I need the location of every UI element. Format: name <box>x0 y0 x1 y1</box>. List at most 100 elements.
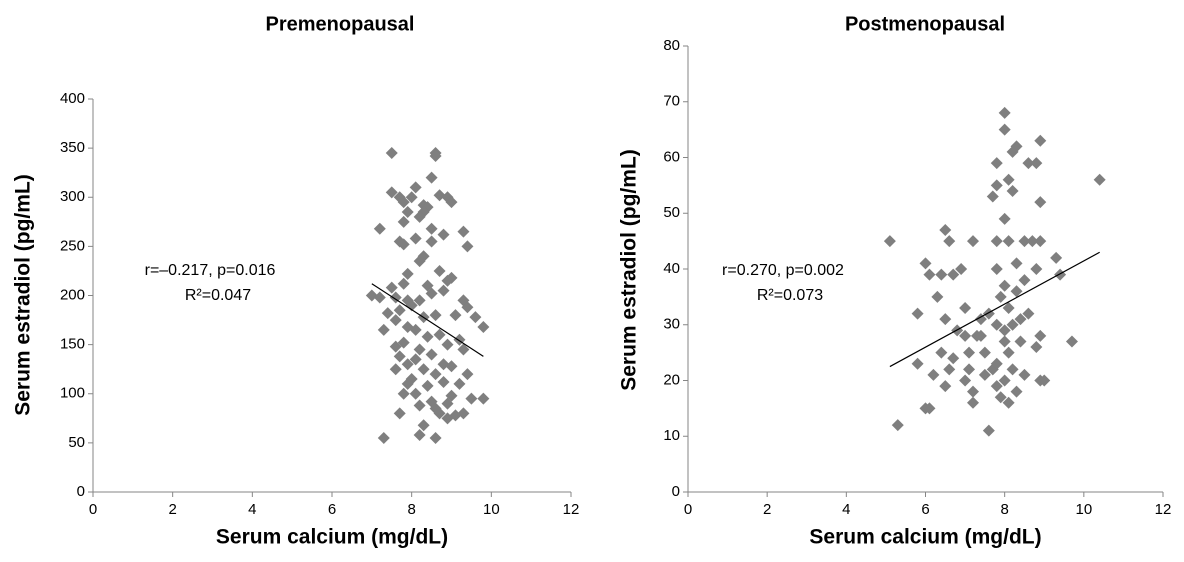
x-tick-label: 6 <box>328 501 336 518</box>
point <box>469 311 482 324</box>
point <box>1010 385 1023 398</box>
annotation: R²=0.073 <box>757 287 823 304</box>
y-tick-label: 200 <box>60 286 85 303</box>
point <box>397 238 410 251</box>
y-tick-label: 400 <box>60 90 85 107</box>
point <box>1018 235 1031 248</box>
y-tick-label: 40 <box>663 260 680 277</box>
x-tick-label: 10 <box>1075 501 1092 518</box>
point <box>445 196 458 209</box>
point <box>967 235 979 248</box>
point <box>429 309 442 322</box>
point <box>477 320 490 333</box>
y-tick-label: 350 <box>60 139 85 156</box>
point <box>437 358 450 371</box>
point <box>457 407 470 420</box>
point <box>425 222 438 235</box>
point <box>381 307 394 320</box>
point <box>385 147 398 160</box>
point <box>421 379 434 392</box>
point <box>433 264 446 277</box>
point <box>963 363 976 376</box>
point <box>465 392 478 405</box>
point <box>959 329 972 342</box>
y-axis-label: Serum estradiol (pg/mL) <box>12 174 35 416</box>
point <box>1002 302 1015 315</box>
point <box>990 263 1003 275</box>
point <box>998 123 1011 136</box>
point <box>397 387 410 400</box>
x-tick-label: 4 <box>842 501 850 518</box>
point <box>990 235 1003 248</box>
annotation: R²=0.047 <box>185 287 251 304</box>
point <box>1034 134 1047 147</box>
point <box>425 348 438 361</box>
point <box>457 343 470 356</box>
point <box>449 309 462 322</box>
point <box>935 268 948 281</box>
point <box>998 212 1011 225</box>
x-tick-label: 12 <box>1155 501 1172 518</box>
point <box>441 412 454 425</box>
point <box>923 402 936 415</box>
point <box>409 387 422 400</box>
point <box>409 353 422 366</box>
point <box>911 357 924 370</box>
trendline <box>889 251 1100 368</box>
point <box>939 223 952 236</box>
y-tick-label: 30 <box>663 316 680 333</box>
chart-title: Postmenopausal <box>845 13 1005 35</box>
point <box>477 392 490 405</box>
point <box>935 346 948 359</box>
point <box>417 419 430 432</box>
point <box>998 279 1011 292</box>
point <box>433 189 446 202</box>
point <box>1006 184 1019 197</box>
point <box>401 377 414 390</box>
point <box>990 380 1003 393</box>
point <box>1014 335 1027 348</box>
point <box>1065 335 1078 348</box>
point <box>974 313 987 326</box>
point <box>998 324 1011 337</box>
point <box>963 346 976 359</box>
point <box>974 329 987 342</box>
point <box>911 307 924 320</box>
point <box>441 274 454 287</box>
point <box>1002 396 1015 409</box>
y-tick-label: 250 <box>60 237 85 254</box>
point <box>998 335 1011 348</box>
point <box>1093 173 1106 186</box>
point <box>441 338 454 351</box>
point <box>397 215 410 228</box>
point <box>1002 235 1015 248</box>
point <box>994 391 1007 404</box>
point <box>1034 235 1047 248</box>
point <box>982 424 995 437</box>
point <box>1018 368 1031 381</box>
point <box>947 268 960 281</box>
point <box>461 301 474 314</box>
point <box>1022 157 1035 170</box>
x-axis-label: Serum calcium (mg/dL) <box>216 526 448 549</box>
point <box>373 291 386 304</box>
point <box>377 431 390 444</box>
point <box>943 363 956 376</box>
point <box>1054 268 1067 281</box>
point <box>405 191 418 204</box>
point <box>461 368 474 381</box>
point <box>437 284 450 297</box>
point <box>1022 307 1035 320</box>
point <box>947 352 960 365</box>
point <box>990 179 1003 192</box>
point <box>955 263 968 275</box>
point <box>401 267 414 280</box>
x-tick-label: 2 <box>763 501 771 518</box>
point <box>373 222 386 235</box>
point <box>1030 263 1043 275</box>
y-tick-label: 150 <box>60 336 85 353</box>
y-tick-label: 20 <box>663 371 680 388</box>
trendline <box>371 283 484 357</box>
